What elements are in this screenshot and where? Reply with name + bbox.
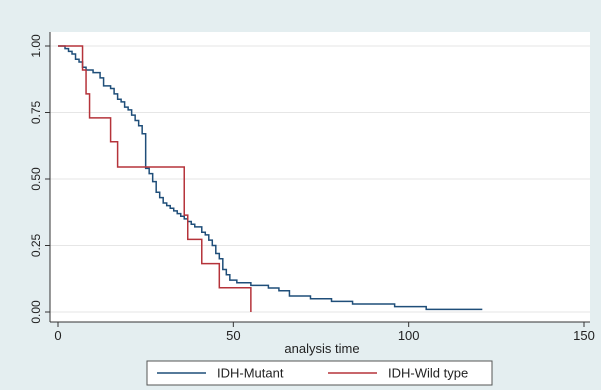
y-tick-label-2: 0.50 bbox=[29, 167, 43, 191]
x-tick-label-3: 150 bbox=[573, 328, 595, 343]
gridlines bbox=[50, 45, 590, 313]
legend-label-idh-mutant: IDH-Mutant bbox=[217, 366, 284, 381]
x-ticks: 0 50 100 150 bbox=[54, 322, 595, 343]
series-layer bbox=[58, 45, 483, 312]
legend: IDH-Mutant IDH-Wild type bbox=[146, 360, 493, 386]
x-tick-label-2: 100 bbox=[398, 328, 420, 343]
y-tick-label-0: 0.00 bbox=[29, 300, 43, 324]
legend-box bbox=[146, 360, 493, 386]
x-tick-label-0: 0 bbox=[54, 328, 61, 343]
x-tick-label-1: 50 bbox=[226, 328, 240, 343]
x-axis-label: analysis time bbox=[284, 341, 359, 356]
y-tick-label-4: 1.00 bbox=[29, 34, 43, 58]
y-tick-label-3: 0.75 bbox=[29, 100, 43, 124]
y-ticks: 0.00 0.25 0.50 0.75 1.00 bbox=[29, 34, 50, 324]
legend-label-idh-wild-type: IDH-Wild type bbox=[388, 366, 468, 381]
y-tick-label-1: 0.25 bbox=[29, 233, 43, 257]
series-line-idh-wild-type bbox=[58, 45, 252, 312]
plot-area bbox=[50, 32, 590, 322]
series-line-idh-mutant bbox=[58, 45, 483, 311]
axes bbox=[49, 32, 590, 323]
